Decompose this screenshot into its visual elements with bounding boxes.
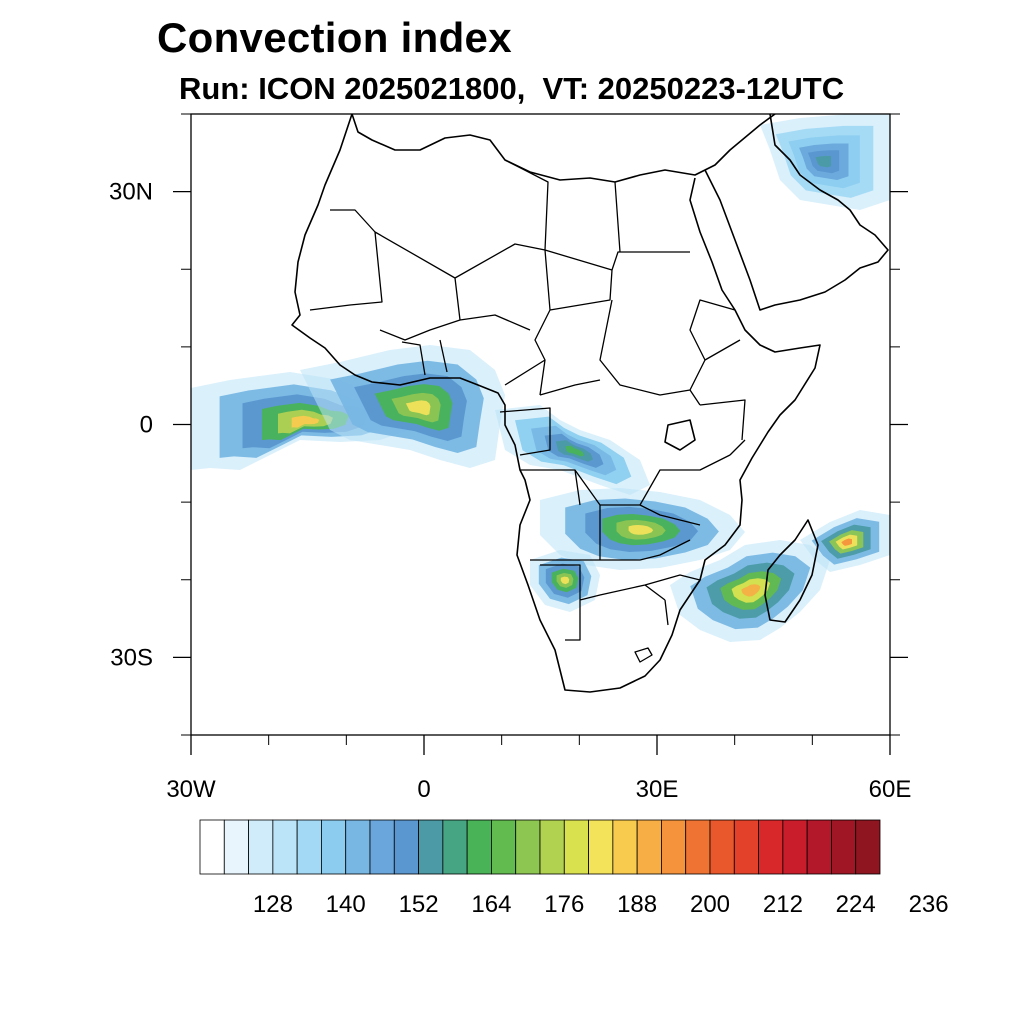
lon-tick-label: 0 <box>417 776 430 803</box>
coastline-arabia <box>704 114 889 311</box>
field-contour <box>741 584 761 597</box>
colorbar-swatch <box>393 819 419 875</box>
colorbar-swatch <box>782 819 808 875</box>
colorbar-swatch <box>831 819 857 875</box>
field-contour <box>565 445 584 457</box>
colorbar-swatch <box>612 819 638 875</box>
colorbar-swatch <box>709 819 735 875</box>
lat-tick-label: 30N <box>109 179 153 206</box>
colorbar-swatch <box>733 819 759 875</box>
chart-title: Convection index <box>157 14 512 61</box>
colorbar-swatch <box>685 819 711 875</box>
field-gulf-of-guinea <box>300 345 505 468</box>
colorbar-swatch <box>539 819 565 875</box>
field-contour <box>405 400 431 416</box>
field-contour <box>291 415 320 428</box>
coastline-atlantic <box>291 114 821 693</box>
field-gabon-congo <box>495 405 650 495</box>
colorbar-swatch <box>588 819 614 875</box>
lat-tick-label: 0 <box>140 412 153 439</box>
colorbar-swatch <box>636 819 662 875</box>
field-contour <box>841 538 852 546</box>
colorbar-label: 176 <box>544 891 584 918</box>
colorbar-label: 188 <box>617 891 657 918</box>
axis-ticks: 30N 0 30S 30W 0 30E 60E <box>109 113 912 803</box>
colorbar-swatch <box>442 819 468 875</box>
colorbar-swatch <box>758 819 784 875</box>
colorbar-swatch <box>321 819 347 875</box>
field-red-sea-arabia <box>760 114 890 210</box>
field-namibia-angola <box>530 550 600 612</box>
colorbar-label: 236 <box>909 891 949 918</box>
lon-tick-label: 30W <box>166 776 216 803</box>
colorbar-swatch <box>491 819 517 875</box>
colorbar-swatch <box>345 819 371 875</box>
colorbar-swatch <box>272 819 298 875</box>
field-mozambique-channel-madagascar <box>670 540 830 642</box>
coastline-west-africa <box>351 114 776 183</box>
colorbar: 128 140 152 164 176 188 200 212 224 236 <box>199 819 949 918</box>
colorbar-swatch <box>199 819 225 875</box>
border-lines <box>309 159 746 663</box>
convection-field-layer <box>191 114 890 642</box>
lake-victoria <box>664 419 696 451</box>
colorbar-swatch <box>418 819 444 875</box>
field-contour <box>628 525 654 535</box>
field-contour <box>815 155 831 168</box>
colorbar-swatch <box>806 819 832 875</box>
colorbar-swatch <box>248 819 274 875</box>
colorbar-swatch <box>466 819 492 875</box>
colorbar-swatch <box>515 819 541 875</box>
lon-tick-label: 30E <box>636 776 679 803</box>
chart-subtitle: Run: ICON 2025021800, VT: 20250223-12UTC <box>179 71 845 106</box>
coastline-layer <box>291 114 889 693</box>
lon-tick-label: 60E <box>869 776 912 803</box>
colorbar-swatch <box>223 819 249 875</box>
colorbar-label: 164 <box>471 891 511 918</box>
colorbar-swatch <box>369 819 395 875</box>
colorbar-swatch <box>563 819 589 875</box>
colorbar-label: 140 <box>326 891 366 918</box>
colorbar-label: 200 <box>690 891 730 918</box>
colorbar-label: 224 <box>836 891 876 918</box>
field-contour <box>560 576 570 585</box>
colorbar-label: 128 <box>253 891 293 918</box>
colorbar-label: 212 <box>763 891 803 918</box>
colorbar-swatch <box>296 819 322 875</box>
coastline-madagascar <box>764 519 819 623</box>
colorbar-label: 152 <box>399 891 439 918</box>
colorbar-swatch <box>661 819 687 875</box>
field-indian-ocean-east <box>800 510 890 572</box>
lat-tick-label: 30S <box>110 644 153 671</box>
colorbar-swatch <box>855 819 881 875</box>
